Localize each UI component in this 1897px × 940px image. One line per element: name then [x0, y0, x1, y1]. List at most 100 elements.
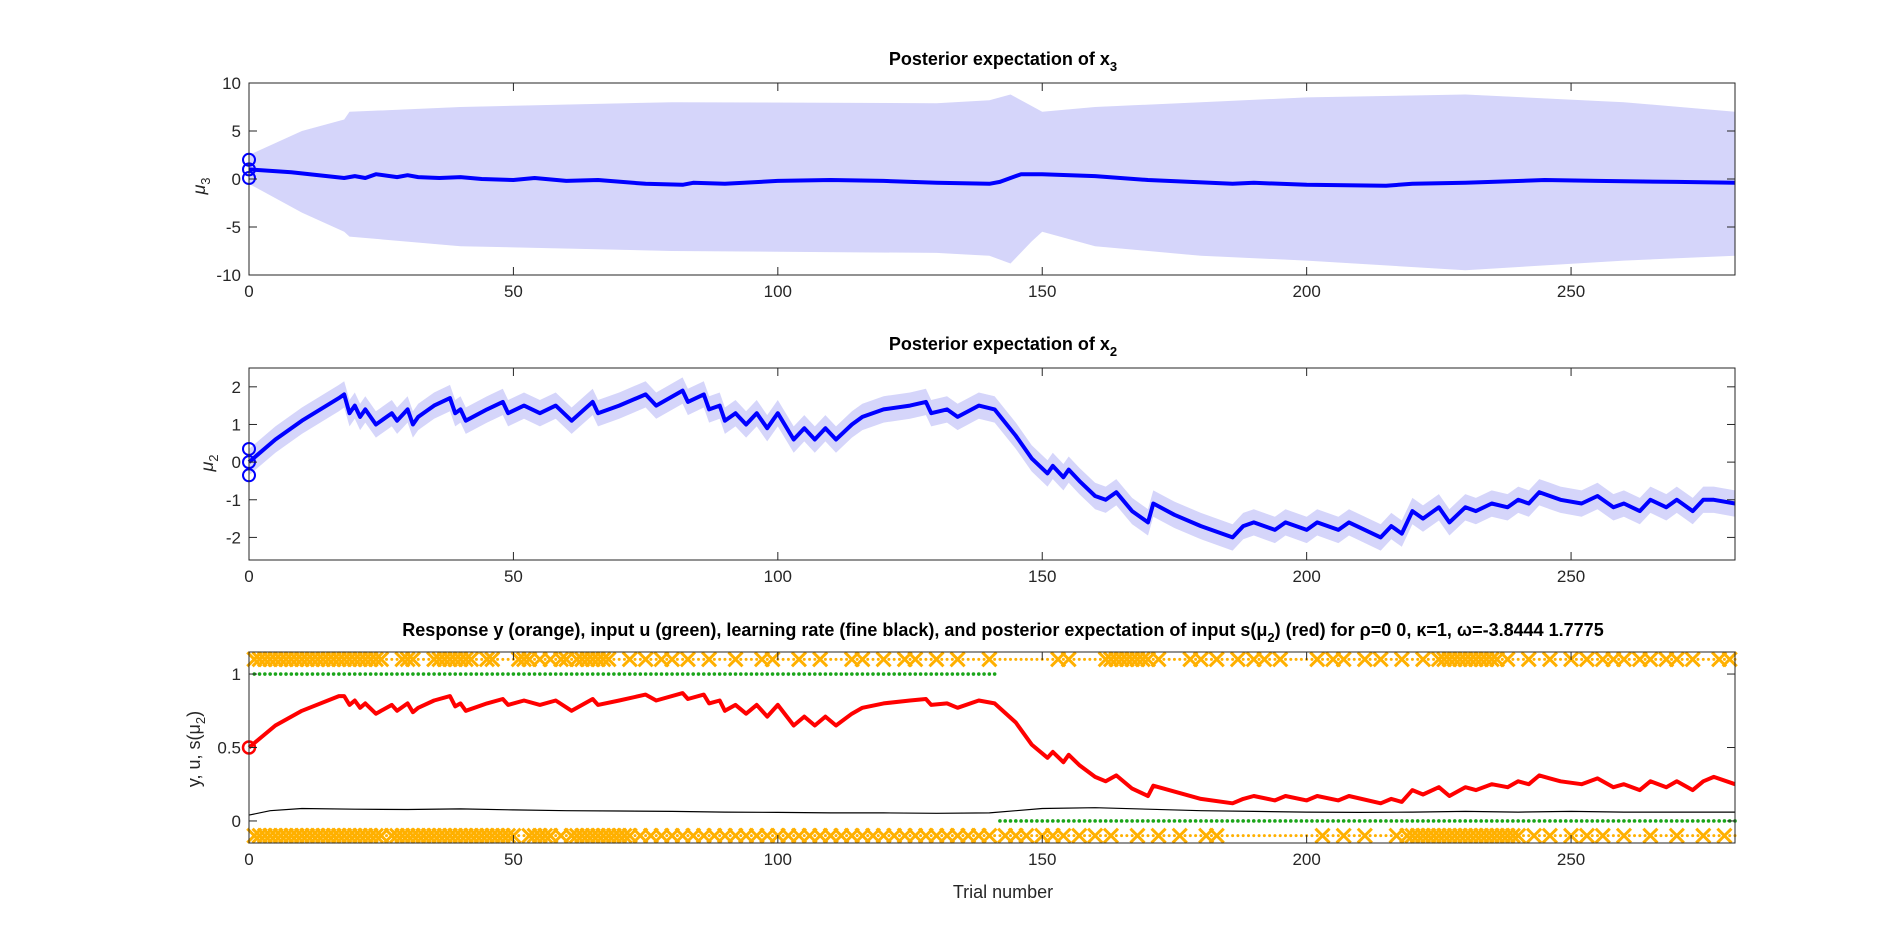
response-dot	[1019, 834, 1023, 838]
response-dot	[1141, 834, 1145, 838]
input-u-point	[1310, 819, 1314, 823]
response-dot	[961, 834, 965, 838]
input-u-point	[516, 672, 521, 676]
input-u-point	[670, 672, 674, 676]
response-dot	[522, 834, 526, 838]
input-u-point	[1526, 819, 1531, 823]
input-u-point	[1553, 819, 1557, 823]
input-u-point	[490, 672, 495, 676]
response-dot	[390, 657, 394, 661]
response-dot	[929, 834, 933, 838]
response-dot	[1188, 834, 1192, 838]
response-dot	[1358, 834, 1362, 838]
input-u-point	[1024, 819, 1029, 823]
input-u-point	[294, 672, 299, 676]
input-u-point	[1336, 819, 1341, 823]
response-dot	[1643, 657, 1647, 661]
input-u-point	[310, 672, 315, 676]
response-dot	[1558, 834, 1562, 838]
response-dot	[1246, 834, 1250, 838]
input-u-point	[992, 672, 997, 676]
response-dot	[1373, 657, 1377, 661]
input-u-point	[1659, 819, 1663, 823]
responses-ylabel: y, u, s(μ2)	[184, 711, 208, 787]
response-dot	[1707, 657, 1711, 661]
response-dot	[517, 834, 521, 838]
response-dot	[1606, 834, 1610, 838]
response-dot	[1521, 657, 1525, 661]
response-dot	[1680, 657, 1684, 661]
input-u-point	[469, 672, 473, 676]
response-dot	[1268, 834, 1272, 838]
response-dot	[1553, 834, 1557, 838]
input-u-point	[374, 672, 378, 676]
input-u-point	[1109, 819, 1113, 823]
input-u-point	[464, 672, 468, 676]
input-u-point	[1569, 819, 1573, 823]
input-u-point	[458, 672, 463, 676]
xtick-label: 50	[504, 567, 523, 586]
response-dot	[1564, 657, 1568, 661]
input-u-point	[1585, 819, 1589, 823]
response-y-cross	[1695, 827, 1712, 844]
response-dot	[728, 834, 732, 838]
response-dot	[1321, 657, 1325, 661]
response-dot	[1373, 834, 1377, 838]
input-u-point	[289, 672, 294, 676]
response-y-cross	[1578, 651, 1595, 668]
response-dot	[1574, 657, 1578, 661]
input-u-point	[776, 672, 780, 676]
input-u-point	[717, 672, 722, 676]
response-dot	[1543, 834, 1547, 838]
input-u-point	[1251, 819, 1256, 823]
response-dot	[897, 834, 901, 838]
input-u-point	[802, 672, 807, 676]
input-u-point	[1590, 819, 1595, 823]
response-dot	[1315, 834, 1319, 838]
response-dot	[1257, 657, 1261, 661]
input-u-point	[1537, 819, 1542, 823]
input-u-point	[1140, 819, 1145, 823]
response-dot	[681, 657, 685, 661]
response-dot	[823, 657, 827, 661]
input-u-point	[1426, 819, 1431, 823]
input-u-point	[1183, 819, 1187, 823]
response-dot	[1389, 657, 1393, 661]
input-u-point	[495, 672, 500, 676]
response-dot	[1162, 834, 1166, 838]
input-u-point	[1606, 819, 1610, 823]
response-y-cross	[1642, 827, 1659, 844]
response-y-cross	[1356, 651, 1373, 668]
response-dot	[1717, 834, 1721, 838]
input-u-point	[818, 672, 822, 676]
response-dot	[707, 834, 711, 838]
xtick-label: 200	[1292, 850, 1320, 869]
response-y-cross	[1499, 651, 1516, 668]
response-dot	[1294, 657, 1298, 661]
input-u-point	[1394, 819, 1399, 823]
response-dot	[1167, 834, 1171, 838]
response-y-cross	[1721, 651, 1738, 668]
input-u-point	[1188, 819, 1193, 823]
response-y-cross	[457, 651, 474, 668]
response-dot	[1696, 834, 1700, 838]
input-u-point	[1273, 819, 1277, 823]
response-dot	[1638, 834, 1642, 838]
input-u-point	[902, 672, 907, 676]
response-dot	[977, 657, 981, 661]
response-dot	[1368, 834, 1372, 838]
response-dot	[1120, 834, 1124, 838]
input-u-point	[1167, 819, 1171, 823]
response-dot	[1067, 834, 1071, 838]
response-dot	[982, 657, 986, 661]
response-dot	[1326, 657, 1330, 661]
input-u-point	[606, 672, 611, 676]
input-u-point	[865, 672, 870, 676]
input-u-point	[527, 672, 532, 676]
response-y-cross	[1716, 827, 1733, 844]
response-dot	[1114, 834, 1118, 838]
response-dot	[712, 657, 716, 661]
input-u-point	[1378, 819, 1383, 823]
input-u-point	[1437, 819, 1441, 823]
response-dot	[1680, 834, 1684, 838]
